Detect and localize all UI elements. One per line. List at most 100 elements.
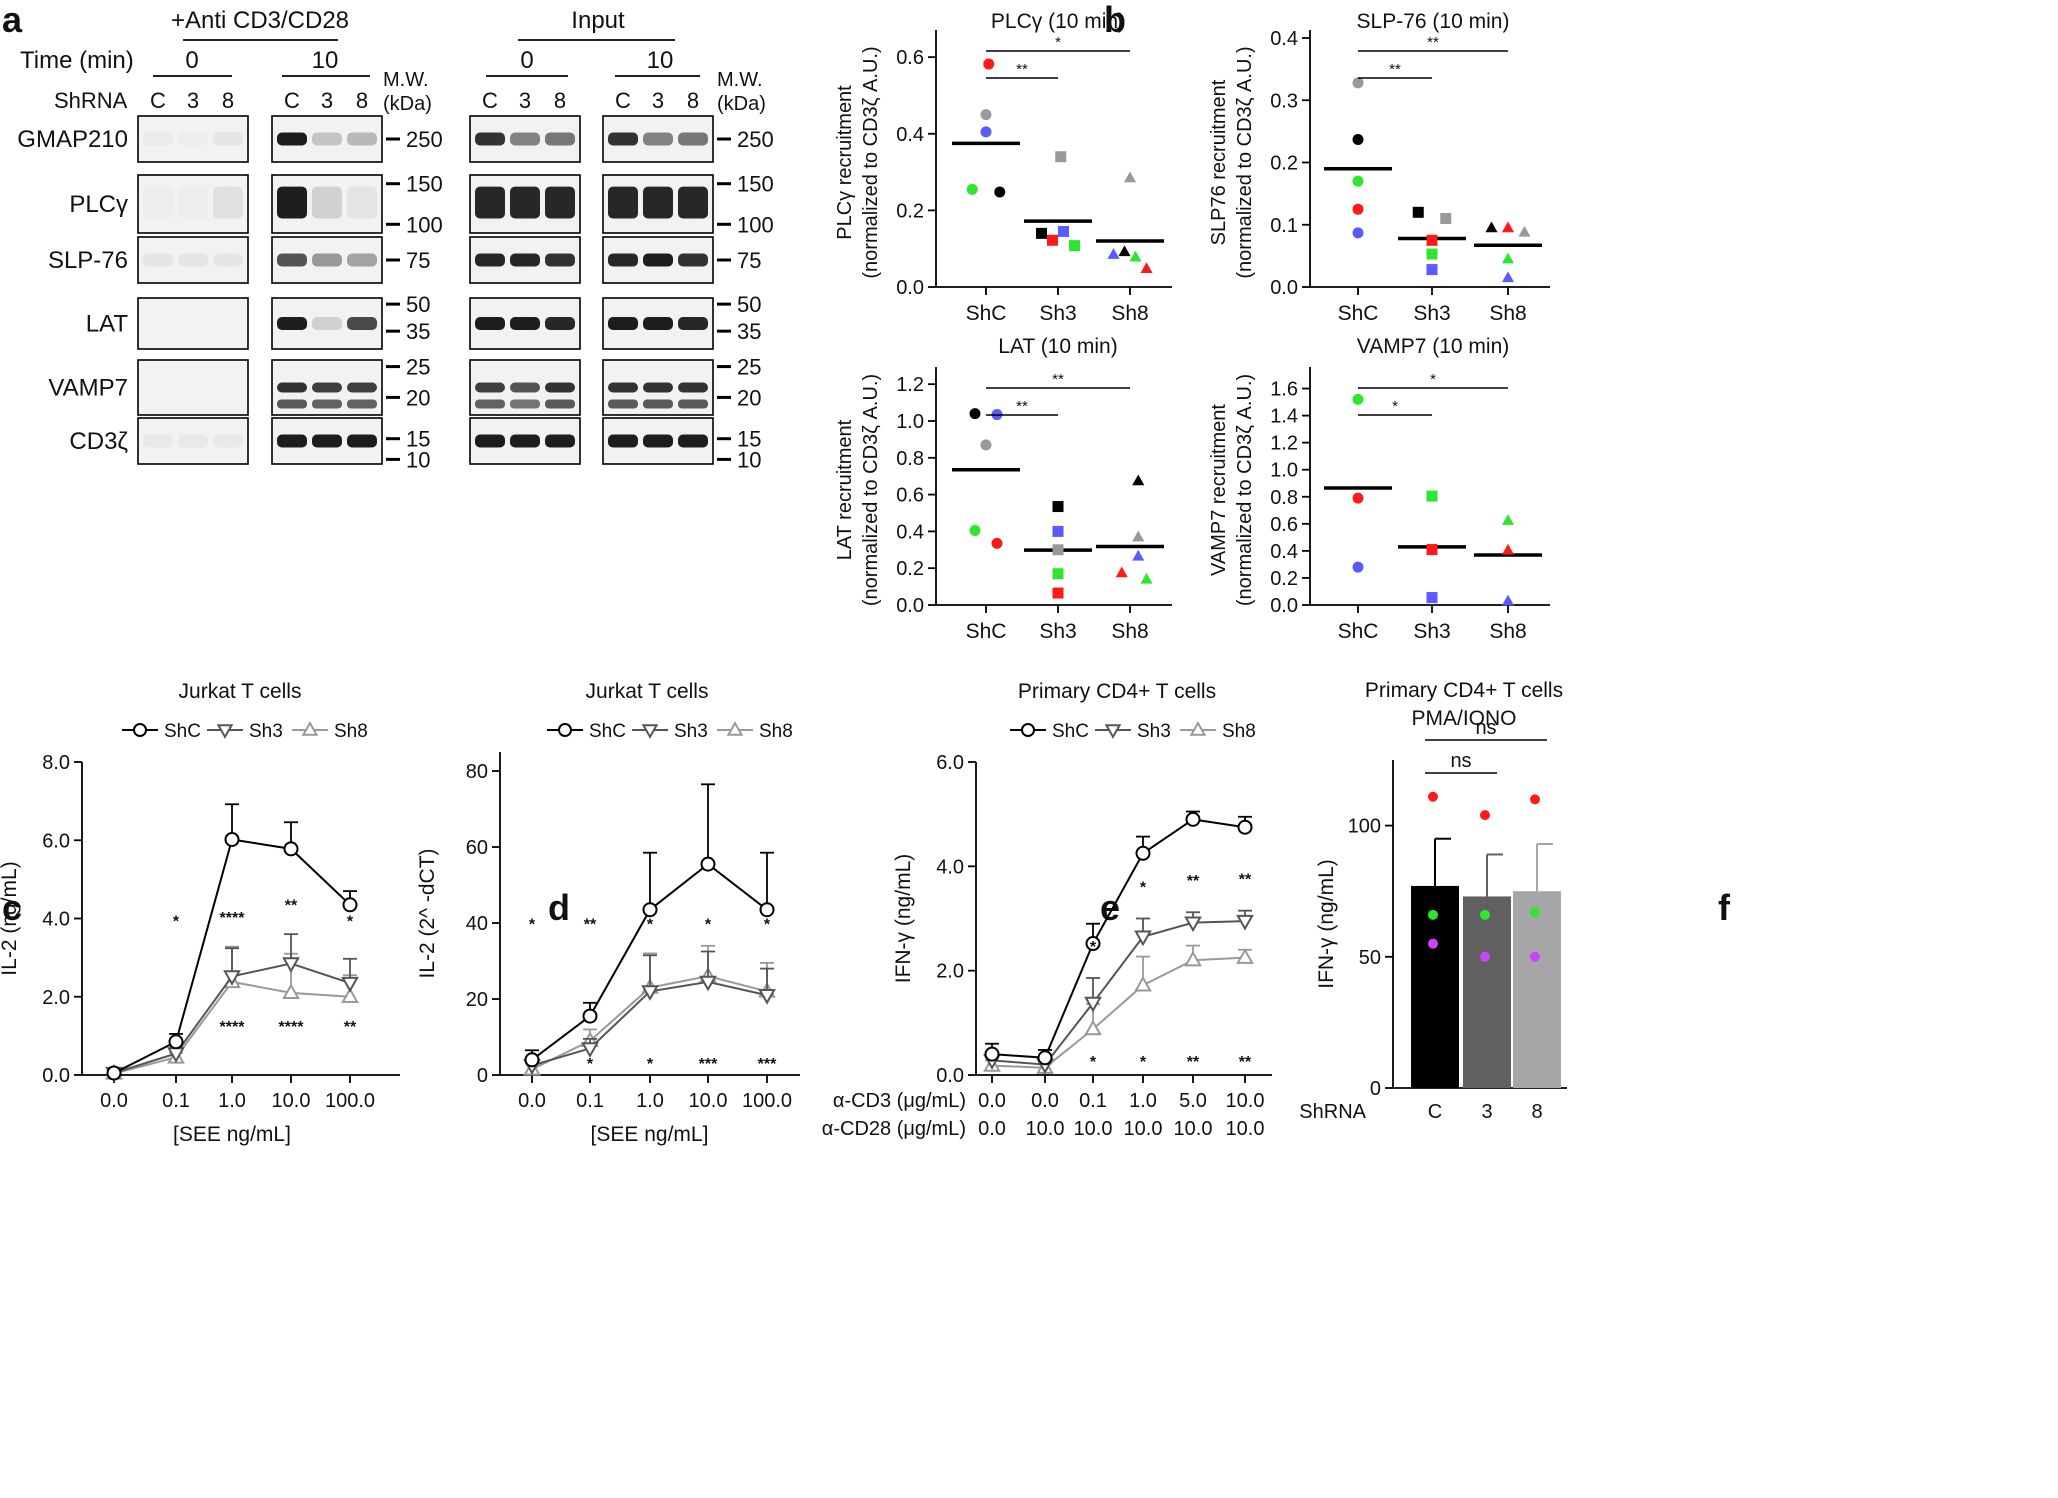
protein-band <box>475 132 505 146</box>
protein-band <box>510 132 540 146</box>
panel-label-f: f <box>1718 887 1731 928</box>
mw-value: 10 <box>406 447 430 472</box>
x-tick-label: Sh8 <box>1111 620 1148 643</box>
protein-band <box>643 186 673 219</box>
y-tick-label: 0.0 <box>42 1065 70 1087</box>
data-point <box>1480 810 1490 821</box>
data-point <box>1129 250 1142 262</box>
protein-band <box>510 186 540 219</box>
significance-label: ** <box>285 898 298 915</box>
x-tick-label: 0.1 <box>1079 1090 1107 1112</box>
y-axis-label: (normalized to CD3ζ A.U.) <box>1234 46 1256 278</box>
x-tick-label: Sh3 <box>1039 620 1076 643</box>
data-point <box>1085 936 1101 952</box>
y-axis-label: IL-2 (ng/mL) <box>0 861 21 975</box>
y-tick-label: 0.8 <box>1270 487 1298 509</box>
protein-band <box>510 253 540 267</box>
mw-value: 75 <box>737 248 761 273</box>
y-tick-label: 0.0 <box>896 277 924 299</box>
series-line <box>991 956 1246 1069</box>
significance-label: *** <box>699 1056 718 1073</box>
significance-label: ** <box>1187 873 1200 890</box>
x-tick-label: Sh3 <box>1039 302 1076 325</box>
y-tick-label: 40 <box>466 913 488 935</box>
lane-label: C <box>150 88 166 113</box>
significance-label: * <box>1090 1054 1097 1071</box>
data-point <box>1501 221 1515 233</box>
x-tick-label: Sh3 <box>1413 620 1450 643</box>
protein-band <box>475 317 505 330</box>
data-point <box>1412 206 1424 218</box>
mw-value: 15 <box>737 427 761 452</box>
protein-band <box>213 132 243 146</box>
mw-value: 100 <box>737 212 774 237</box>
lane-label: 8 <box>356 88 368 113</box>
legend-marker <box>216 724 234 739</box>
data-point <box>1135 845 1151 861</box>
y-tick-label: 60 <box>466 837 488 859</box>
data-point <box>980 109 992 121</box>
data-point <box>1184 916 1202 933</box>
data-point <box>1426 544 1438 556</box>
protein-band <box>312 132 342 146</box>
data-point <box>980 126 992 138</box>
group-title-anti-cd3-cd28: +Anti CD3/CD28 <box>171 7 349 34</box>
legend-label: Sh8 <box>1222 721 1256 742</box>
legend-label: ShC <box>164 721 201 742</box>
data-point <box>1501 514 1515 525</box>
y-axis-label: IFN-γ (ng/mL) <box>892 854 915 984</box>
x-tick-label: 0.0 <box>518 1090 546 1112</box>
y-tick-label: 1.2 <box>896 374 924 396</box>
x-tick-label: Sh3 <box>1413 302 1450 325</box>
data-point <box>1058 225 1069 237</box>
significance-label: ** <box>1016 61 1028 78</box>
protein-band <box>312 317 342 330</box>
legend-marker <box>1104 724 1122 739</box>
y-axis-label: SLP76 recruitment <box>1208 79 1230 245</box>
legend-label: ShC <box>589 721 626 742</box>
legend-marker <box>301 721 319 736</box>
protein-band <box>545 317 575 330</box>
y-tick-label: 1.0 <box>1270 460 1298 482</box>
lane-label: 3 <box>652 88 664 113</box>
y-tick-label: 0.6 <box>1270 514 1298 536</box>
protein-band <box>678 186 708 219</box>
panel-label-c: c <box>2 887 22 928</box>
protein-band <box>213 186 243 219</box>
data-point <box>106 1065 122 1081</box>
protein-label: VAMP7 <box>48 375 128 402</box>
significance-label: * <box>764 917 771 934</box>
x-tick-label: 10.0 <box>1226 1090 1265 1112</box>
y-tick-label: 0.2 <box>896 558 924 580</box>
mw-value: 25 <box>406 355 430 380</box>
lane-label: 3 <box>187 88 199 113</box>
protein-band <box>510 382 540 393</box>
data-point <box>980 439 992 451</box>
lane-label: 8 <box>222 88 234 113</box>
data-point <box>1052 525 1064 537</box>
y-tick-label: 1.6 <box>1270 379 1298 401</box>
data-point <box>1352 227 1364 239</box>
protein-band <box>178 133 208 146</box>
blot-box <box>271 115 383 163</box>
legend-label: ShC <box>1052 721 1089 742</box>
panel-label-e: e <box>1100 887 1120 928</box>
protein-band <box>347 382 377 393</box>
data-point <box>1052 501 1064 513</box>
protein-band <box>608 399 638 409</box>
protein-band <box>143 253 173 267</box>
protein-band <box>510 399 540 409</box>
protein-band <box>545 186 575 219</box>
protein-band <box>178 434 208 448</box>
x-tick-label: 5.0 <box>1179 1090 1207 1112</box>
protein-band <box>475 186 505 219</box>
protein-band <box>678 132 708 146</box>
mw-value: 100 <box>406 212 443 237</box>
data-point <box>1237 819 1253 835</box>
protein-band <box>143 187 173 219</box>
data-point <box>1134 930 1152 947</box>
chart-b1: PLCγ (10 min) 0.0 0.2 0.4 0.6 ShC Sh3 Sh8 PLCγ r… <box>834 10 1172 325</box>
mw-value: 25 <box>737 355 761 380</box>
